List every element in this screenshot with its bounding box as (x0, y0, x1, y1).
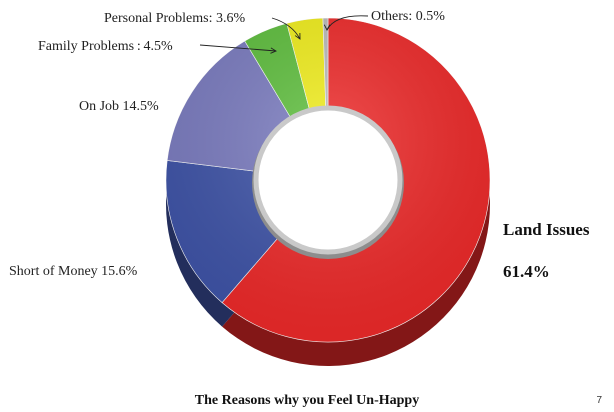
leader-lines (199, 15, 369, 54)
label-others: Others: 0.5% (371, 9, 445, 24)
label-on-job: On Job 14.5% (79, 99, 159, 114)
donut-hole (252, 105, 404, 259)
label-family-problems: Family Problems : 4.5% (38, 39, 173, 54)
label-land-issues-value: 61.4% (503, 262, 550, 281)
label-personal-problems: Personal Problems: 3.6% (104, 11, 246, 26)
label-land-issues: Land Issues (503, 220, 590, 239)
leader-personal-arrowhead (294, 32, 301, 40)
leader-personal (271, 17, 301, 40)
leader-others-arrowhead (323, 24, 331, 31)
leader-family-arrowhead (270, 47, 277, 54)
chart-caption: The Reasons why you Feel Un-Happy (194, 393, 420, 408)
donut-slices (165, 17, 491, 343)
leader-family (199, 44, 277, 52)
page-number: 7 (596, 395, 602, 406)
hole (253, 105, 403, 255)
slice-shine (165, 18, 490, 342)
label-short-of-money: Short of Money 15.6% (9, 264, 138, 279)
